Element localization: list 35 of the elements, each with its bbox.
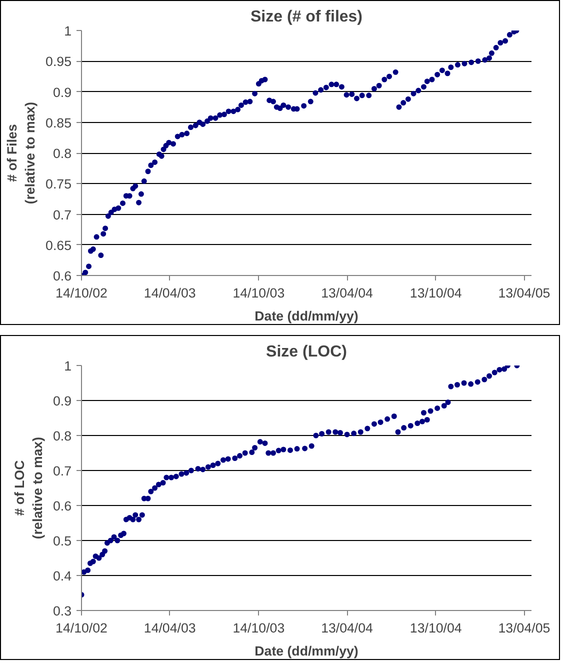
y-tick-label: 0.6: [52, 498, 72, 514]
y-tick-label: 0.8: [52, 146, 72, 161]
x-tick-label: 13/10/04: [410, 620, 462, 636]
y-axis-title: # of Files (relative to max): [4, 102, 38, 204]
y-axis-title: # of LOC (relative to max): [12, 436, 45, 540]
y-tick-label: 0.9: [52, 394, 72, 408]
y-tick-label: 1: [64, 24, 72, 38]
y-tick-label: 0.7: [52, 464, 72, 478]
y-tick-label: 1: [64, 358, 72, 374]
x-tick-label: 13/04/04: [321, 620, 374, 636]
y-tick-label: 0.65: [46, 238, 72, 253]
x-tick-label: 14/10/03: [232, 620, 285, 636]
y-tick-label: 0.75: [46, 176, 72, 192]
x-tick-label: 13/10/04: [410, 286, 462, 300]
y-tick-label: 0.5: [52, 534, 72, 548]
y-tick-label: 0.6: [52, 268, 72, 284]
x-tick-label: 13/04/05: [498, 286, 550, 300]
x-tick-label: 14/04/03: [144, 286, 196, 300]
y-tick-label: 0.9: [52, 84, 72, 100]
chart-title: Size (# of files): [250, 8, 363, 26]
x-tick-label: 13/04/04: [321, 286, 374, 300]
y-tick-label: 0.7: [52, 207, 72, 222]
x-axis-title: Date (dd/mm/yy): [254, 308, 358, 324]
x-tick-label: 13/04/05: [498, 620, 550, 636]
x-tick-label: 14/10/03: [232, 286, 285, 300]
y-tick-label: 0.3: [52, 604, 72, 618]
x-tick-label: 14/10/02: [56, 620, 108, 636]
y-tick-label: 0.95: [46, 54, 72, 70]
x-tick-label: 14/04/03: [144, 620, 196, 636]
x-axis-title: Date (dd/mm/yy): [254, 644, 358, 658]
y-tick-label: 0.8: [52, 428, 72, 444]
x-tick-label: 14/10/02: [56, 286, 108, 300]
y-tick-label: 0.85: [46, 115, 72, 130]
y-tick-label: 0.4: [52, 568, 72, 584]
chart-title: Size (LOC): [266, 344, 347, 360]
